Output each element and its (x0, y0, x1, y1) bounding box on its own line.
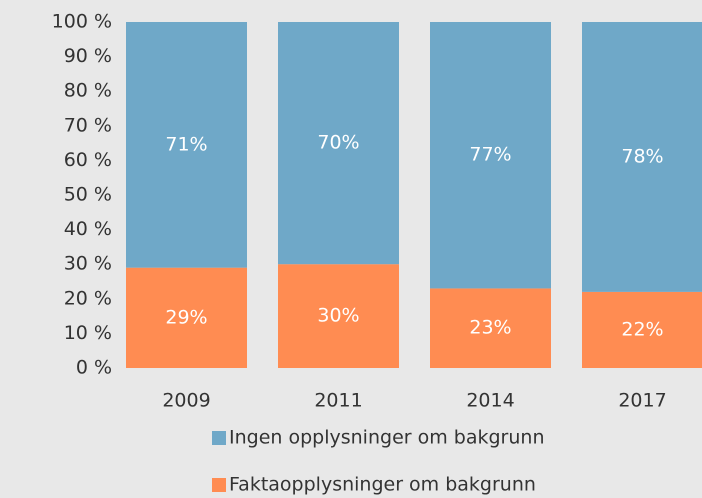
legend-swatch (212, 478, 226, 492)
data-label: 71% (165, 133, 207, 155)
y-tick-label: 20 % (64, 287, 112, 309)
bar-segment (126, 267, 247, 368)
bar-segment (126, 22, 247, 268)
y-tick-label: 100 % (52, 11, 112, 33)
y-tick-label: 80 % (64, 80, 112, 102)
x-tick-label: 2009 (162, 390, 210, 412)
data-label: 29% (165, 306, 207, 328)
y-tick-label: 70 % (64, 114, 112, 136)
legend-swatch (212, 431, 226, 445)
y-tick-label: 90 % (64, 45, 112, 67)
y-tick-label: 0 % (76, 357, 112, 379)
bar-segment (582, 291, 702, 368)
data-label: 23% (469, 317, 511, 339)
data-label: 77% (469, 144, 511, 166)
bar-segment (278, 22, 399, 265)
bar-segment (430, 22, 551, 289)
legend-label: Faktaopplysninger om bakgrunn (229, 474, 536, 496)
y-tick-label: 30 % (64, 253, 112, 275)
data-label: 70% (317, 132, 359, 154)
y-tick-label: 10 % (64, 322, 112, 344)
data-label: 22% (621, 318, 663, 340)
bar-segment (430, 288, 551, 368)
bar-segment (582, 22, 702, 292)
x-tick-label: 2011 (314, 390, 362, 412)
x-tick-label: 2017 (618, 390, 666, 412)
y-tick-label: 50 % (64, 184, 112, 206)
legend-label: Ingen opplysninger om bakgrunn (229, 427, 545, 449)
y-tick-label: 60 % (64, 149, 112, 171)
x-tick-label: 2014 (466, 390, 514, 412)
bar-segment (278, 264, 399, 368)
y-tick-label: 40 % (64, 218, 112, 240)
data-label: 30% (317, 305, 359, 327)
data-label: 78% (621, 145, 663, 167)
